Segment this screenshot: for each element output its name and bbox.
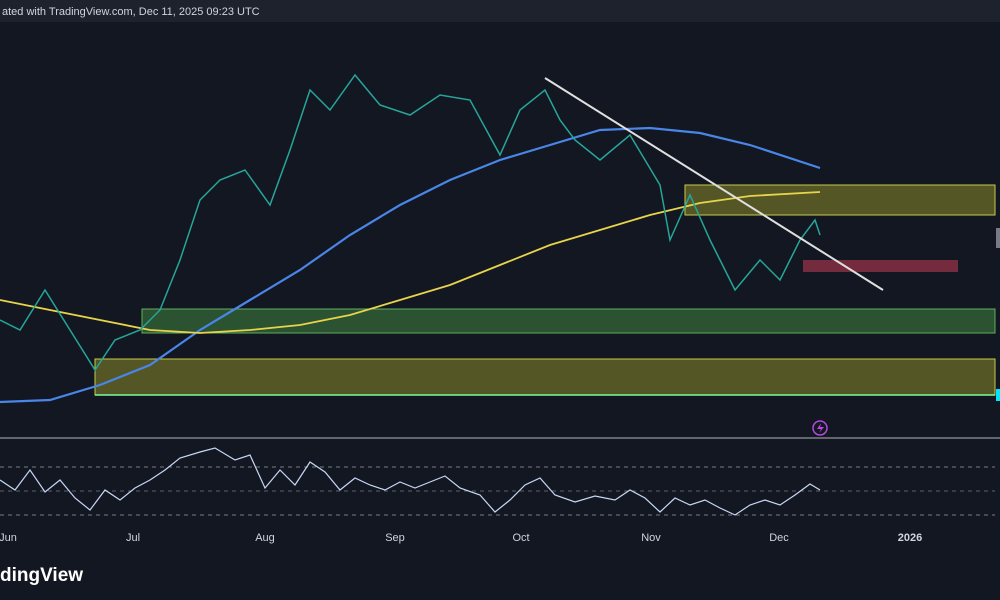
trendline (544, 77, 884, 291)
event-icon-bolt (817, 423, 824, 433)
x-tick-label: Jun (0, 532, 17, 544)
price-line (0, 73, 821, 372)
support-zone (141, 308, 996, 334)
demand-zone (94, 358, 996, 396)
price-scale-marker (996, 389, 1000, 401)
fvg-zone (803, 260, 958, 272)
x-tick-label: Jul (126, 532, 140, 544)
price-scale-marker (996, 228, 1000, 248)
rsi-line (0, 447, 821, 516)
ma-200 (0, 191, 821, 334)
header-text: ated with TradingView.com, Dec 11, 2025 … (2, 6, 260, 18)
x-tick-label: Dec (769, 532, 789, 544)
logo: dingView (0, 565, 83, 586)
event-icon (812, 420, 828, 436)
resistance-zone (684, 184, 996, 216)
ma-100 (0, 126, 821, 404)
x-tick-label: Sep (385, 532, 405, 544)
x-tick-label: 2026 (898, 532, 922, 544)
header-bar (0, 0, 1000, 22)
x-tick-label: Nov (641, 532, 661, 544)
x-tick-label: Oct (512, 532, 529, 544)
x-tick-label: Aug (255, 532, 275, 544)
